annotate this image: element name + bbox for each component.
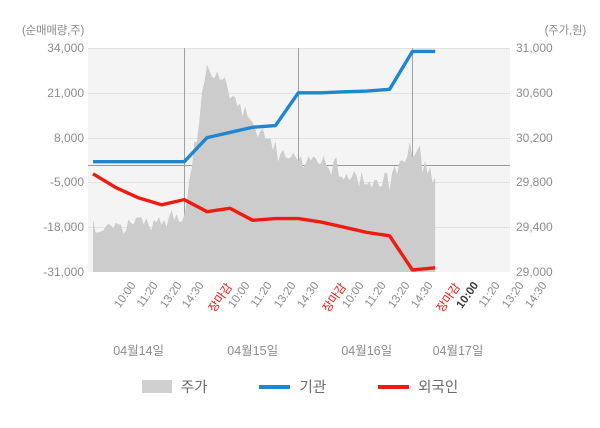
legend-item[interactable]: 주가 xyxy=(141,376,208,397)
foreign-line-series xyxy=(92,172,436,272)
x-tick-time: 10:00 xyxy=(112,280,139,311)
legend-area-swatch-icon xyxy=(141,380,172,393)
left-axis-tick-label: -5,000 xyxy=(49,175,84,190)
x-tick-time: 14:30 xyxy=(180,280,208,311)
right-axis-tick-label: 30,200 xyxy=(516,130,553,145)
left-axis-tick-label: 34,000 xyxy=(47,41,84,55)
x-tick-time: 13:20 xyxy=(271,280,299,311)
legend-label: 기관 xyxy=(299,380,327,396)
date-label: 04월17일 xyxy=(432,344,484,358)
date-label: 04월15일 xyxy=(227,344,279,358)
legend-item[interactable]: 기관 xyxy=(259,376,326,397)
x-tick-time: 14:30 xyxy=(294,280,322,311)
right-axis-tick-label: 29,000 xyxy=(516,265,553,279)
left-axis-tick-label: -18,000 xyxy=(43,220,84,235)
legend-line-swatch-icon xyxy=(259,384,291,389)
x-tick-time: 14:30 xyxy=(522,280,550,311)
right-axis-tick-label: 30,600 xyxy=(516,85,553,100)
date-label: 04월16일 xyxy=(341,344,393,358)
institution-line-series xyxy=(93,49,436,164)
right-axis-caption: (주가,원) xyxy=(544,25,587,37)
x-tick-time: 13:20 xyxy=(386,280,413,311)
right-axis-tick-label: 31,000 xyxy=(516,41,553,55)
left-axis-caption: (순매매량,주) xyxy=(22,25,85,37)
date-label: 04월14일 xyxy=(113,344,165,358)
legend-line-swatch-icon xyxy=(378,384,410,389)
right-axis-tick-label: 29,800 xyxy=(516,175,553,190)
x-tick-time: 13:20 xyxy=(500,280,527,311)
plot-area xyxy=(88,48,510,272)
x-tick-time: 11:20 xyxy=(476,280,503,310)
left-axis-tick-label: 8,000 xyxy=(53,130,84,145)
legend-label: 주가 xyxy=(180,380,208,396)
x-tick-time: 13:20 xyxy=(157,280,185,311)
left-axis-tick-label: -31,000 xyxy=(43,265,84,279)
x-tick-time: 14:30 xyxy=(408,280,436,311)
price-area-series xyxy=(93,64,436,272)
x-tick-time: 11:20 xyxy=(362,280,389,310)
left-axis-tick-label: 21,000 xyxy=(47,85,84,100)
chart-legend: 주가 기관 외국인 xyxy=(0,376,600,397)
series-layer xyxy=(92,49,436,272)
x-tick-time: 11:20 xyxy=(134,280,161,310)
legend-label: 외국인 xyxy=(418,380,459,396)
x-tick-time: 11:20 xyxy=(248,280,275,310)
legend-item[interactable]: 외국인 xyxy=(378,376,458,397)
right-axis-tick-label: 29,400 xyxy=(516,220,553,235)
